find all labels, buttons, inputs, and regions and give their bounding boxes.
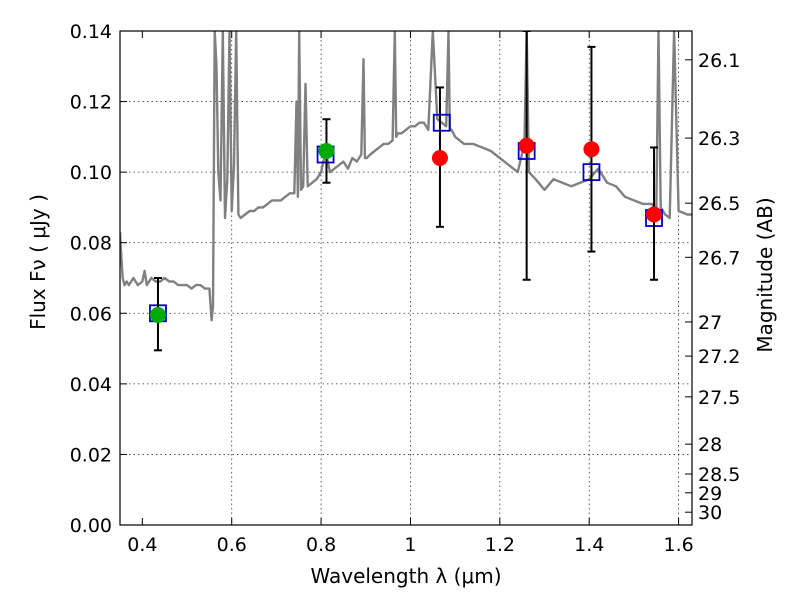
- x-tick-label: 0.8: [306, 534, 336, 556]
- plot-area: [120, 31, 692, 352]
- model-photometry-square: [432, 113, 451, 132]
- green-data-point: [149, 307, 166, 324]
- mag-tick-label: 29: [698, 483, 722, 505]
- x-tick-label: 1: [404, 534, 416, 556]
- mag-tick-label: 26.1: [698, 50, 740, 72]
- mag-tick-label: 28: [698, 434, 722, 456]
- grid: [120, 31, 692, 525]
- red-data-point: [583, 141, 600, 158]
- mag-tick-label: 27: [698, 312, 722, 334]
- mag-tick-label: 26.5: [698, 193, 740, 215]
- mag-tick-label: 26.3: [698, 128, 740, 150]
- y-tick-label: 0.14: [70, 21, 112, 43]
- y-tick-label: 0.06: [70, 303, 112, 325]
- mag-tick-label: 27.2: [698, 346, 740, 368]
- y-tick-label: 0.02: [70, 444, 112, 466]
- red-data-point: [518, 137, 535, 154]
- mag-tick-label: 26.7: [698, 247, 740, 269]
- mag-tick-label: 28.5: [698, 464, 740, 486]
- x-tick-label: 1.4: [574, 534, 604, 556]
- x-tick-label: 1.6: [663, 534, 693, 556]
- plot-frame: [119, 30, 693, 526]
- y-tick-label: 0.12: [70, 92, 112, 114]
- y-tick-label: 0.04: [70, 374, 112, 396]
- y-axis-title: Flux Fν ( μJy ): [26, 194, 50, 330]
- red-data-point: [646, 206, 663, 223]
- x-tick-label: 0.4: [127, 534, 157, 556]
- red-data-point: [431, 150, 448, 167]
- x-tick-label: 1.2: [485, 534, 515, 556]
- green-data-point: [318, 142, 335, 159]
- axis-ticks: 0.4 0.6 0.8 1 1.2 1.4 1.6 0.00 0.02 0.04 0.06 0.08 0…: [70, 21, 741, 556]
- x-tick-label: 0.6: [217, 534, 247, 556]
- mag-tick-label: 30: [698, 502, 722, 524]
- mag-tick-label: 27.5: [698, 387, 740, 409]
- model-sed-line: [120, 31, 692, 322]
- y-tick-label: 0.10: [70, 162, 112, 184]
- y-tick-label: 0.00: [70, 515, 112, 537]
- y-tick-label: 0.08: [70, 233, 112, 255]
- y2-axis-title: Magnitude (AB): [753, 197, 777, 352]
- x-axis-title: Wavelength λ (μm): [310, 564, 501, 588]
